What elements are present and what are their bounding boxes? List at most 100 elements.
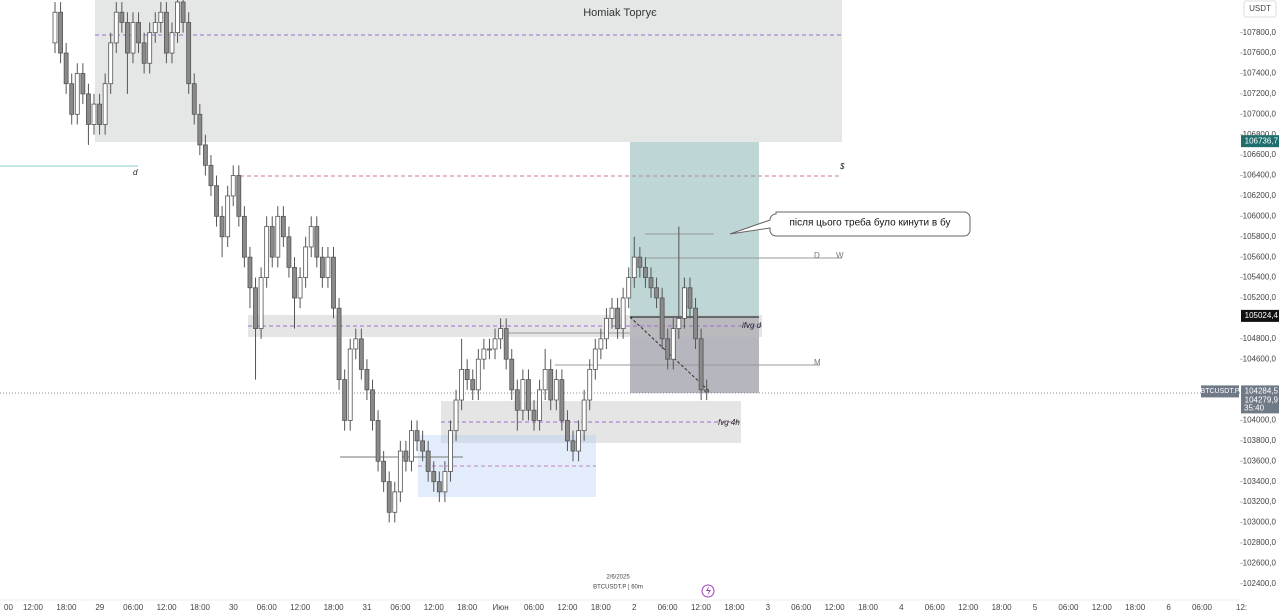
x-tick-label: 06:00: [925, 603, 946, 612]
candle-body: [74, 73, 80, 115]
y-tick-label: 102800,0: [1243, 538, 1277, 547]
candle-body: [381, 460, 387, 483]
candle-body: [514, 389, 520, 411]
replay-button[interactable]: [701, 584, 715, 598]
candle-body: [208, 164, 214, 187]
price-axis: [1240, 0, 1280, 616]
candle-body: [241, 215, 247, 258]
candle-body: [364, 369, 370, 391]
price-tag: [1241, 135, 1279, 148]
label: $: [839, 162, 845, 171]
candle-body: [375, 420, 381, 462]
candle-body: [409, 430, 414, 462]
candle-body: [292, 266, 297, 299]
label: ifvg d: [742, 321, 762, 330]
candle-body: [269, 226, 275, 258]
candle-body: [163, 11, 169, 54]
x-tick-label: 18:00: [457, 603, 478, 612]
candle-body: [91, 103, 97, 125]
candle-body: [225, 195, 231, 238]
candle-body: [559, 379, 565, 421]
callout: після цього треба було кинути в бу: [790, 217, 951, 229]
title: Homiak Торгує: [583, 7, 657, 19]
x-tick-label: 18:00: [190, 603, 211, 612]
candle-body: [230, 175, 236, 197]
candle-body: [386, 481, 392, 513]
candle-body: [565, 420, 570, 442]
candle-body: [141, 42, 147, 64]
candle-body: [693, 307, 698, 340]
x-tick-label: 12:00: [958, 603, 979, 612]
candle-body: [587, 369, 593, 401]
candle-body: [392, 491, 398, 513]
y-tick-label: 107000,0: [1243, 109, 1277, 118]
x-tick-label: 12:00: [825, 603, 846, 612]
x-tick-label: 31: [363, 603, 372, 612]
footer-date: 2/6/2025: [606, 575, 630, 581]
candle-body: [342, 379, 348, 421]
price-tag: [1241, 309, 1279, 322]
price-tag-label: 105024,4: [1245, 311, 1279, 320]
trend-line: [629, 316, 709, 391]
y-tick-label: 103200,0: [1243, 497, 1277, 506]
candle-body: [397, 450, 403, 493]
candle-body: [52, 11, 58, 44]
candle-body: [436, 481, 442, 493]
y-tick-label: 105200,0: [1243, 293, 1277, 302]
candle-body: [498, 328, 504, 340]
x-tick-label: 06:00: [123, 603, 144, 612]
x-tick-label: 06:00: [1058, 603, 1079, 612]
y-tick-label: 103800,0: [1243, 436, 1277, 445]
x-tick-label: 12:00: [23, 603, 44, 612]
candle-body: [336, 307, 342, 381]
candle-body: [308, 226, 314, 248]
y-tick-label: 106200,0: [1243, 191, 1277, 200]
candle-body: [670, 328, 676, 360]
candle-body: [119, 11, 125, 23]
y-tick-label: 104800,0: [1243, 334, 1277, 343]
candle-body: [58, 11, 63, 54]
x-tick-label: 12:00: [557, 603, 578, 612]
candle-body: [676, 317, 682, 329]
candle-body: [297, 277, 303, 299]
y-tick-label: 107400,0: [1243, 69, 1277, 78]
candle-body: [503, 328, 509, 360]
candle-body: [481, 348, 487, 360]
candle-body: [264, 226, 270, 278]
candle-body: [581, 399, 587, 432]
candle-body: [286, 236, 292, 268]
candle-body: [303, 246, 309, 278]
candle-body: [414, 430, 420, 442]
price-tag: [1241, 385, 1279, 414]
zone: [248, 315, 762, 337]
candle-body: [698, 338, 704, 391]
candle-body: [353, 338, 359, 350]
candle-body: [403, 450, 409, 462]
candle-body: [598, 338, 604, 350]
candle-body: [665, 338, 671, 360]
candle-body: [442, 471, 448, 493]
candle-body: [191, 83, 197, 115]
candle-body: [643, 266, 648, 278]
x-tick-label: 5: [1033, 603, 1038, 612]
label: d: [133, 168, 138, 177]
candle-body: [459, 369, 465, 401]
zone: [95, 0, 842, 142]
x-tick-label: 06:00: [1192, 603, 1213, 612]
x-tick-label: 18:00: [724, 603, 745, 612]
x-tick-label: 18:00: [324, 603, 345, 612]
y-tick-label: 107200,0: [1243, 89, 1277, 98]
y-tick-label: 106400,0: [1243, 171, 1277, 180]
x-tick-label: 06:00: [390, 603, 411, 612]
candle-body: [453, 399, 459, 432]
y-tick-label: 104000,0: [1243, 416, 1277, 425]
x-tick-label: 06:00: [658, 603, 679, 612]
candle-body: [113, 11, 119, 44]
x-tick-label: 12:00: [424, 603, 445, 612]
candle-body: [604, 317, 609, 340]
target-zone: [630, 142, 759, 317]
x-tick-label: 18:00: [992, 603, 1013, 612]
x-tick-label: 18:00: [858, 603, 879, 612]
candle-body: [592, 348, 598, 370]
candle-body: [169, 32, 175, 54]
